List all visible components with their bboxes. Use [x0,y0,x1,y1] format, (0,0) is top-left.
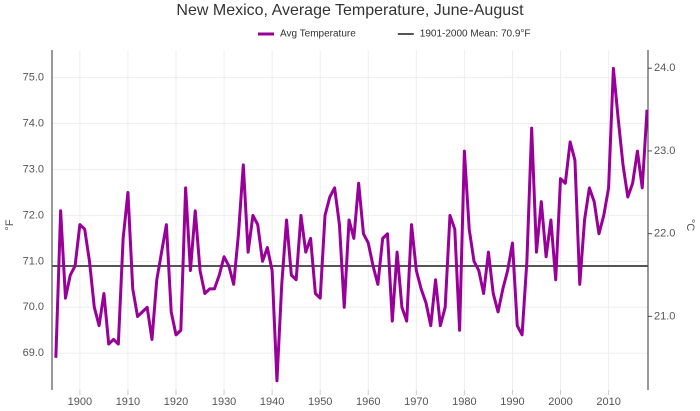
y-tick-label: 74.0 [23,117,44,129]
x-tick-label: 2000 [548,396,572,408]
legend-label: 1901-2000 Mean: 70.9°F [420,29,531,40]
x-tick-label: 1930 [212,396,236,408]
y2-tick-label: 21.0 [654,310,675,322]
x-tick-label: 1980 [452,396,476,408]
x-tick-label: 1990 [500,396,524,408]
x-tick-label: 1950 [308,396,332,408]
y-axis-label: °F [4,219,16,230]
x-tick-label: 1970 [404,396,428,408]
x-tick-label: 1940 [260,396,284,408]
y-tick-label: 75.0 [23,71,44,83]
chart-title: New Mexico, Average Temperature, June-Au… [176,2,524,19]
y2-tick-label: 24.0 [654,62,675,74]
x-tick-label: 1900 [68,396,92,408]
x-tick-label: 2010 [596,396,620,408]
x-tick-label: 1920 [164,396,188,408]
y2-tick-label: 22.0 [654,228,675,240]
data-line [54,66,649,383]
y-tick-label: 69.0 [23,347,44,359]
y-tick-label: 70.0 [23,301,44,313]
y2-tick-label: 23.0 [654,145,675,157]
legend-label: Avg Temperature [280,29,356,40]
y-tick-label: 73.0 [23,163,44,175]
x-tick-label: 1910 [116,396,140,408]
y2-axis-label: °C [684,219,696,231]
x-tick-label: 1960 [356,396,380,408]
y-tick-label: 72.0 [23,209,44,221]
y-tick-label: 71.0 [23,255,44,267]
